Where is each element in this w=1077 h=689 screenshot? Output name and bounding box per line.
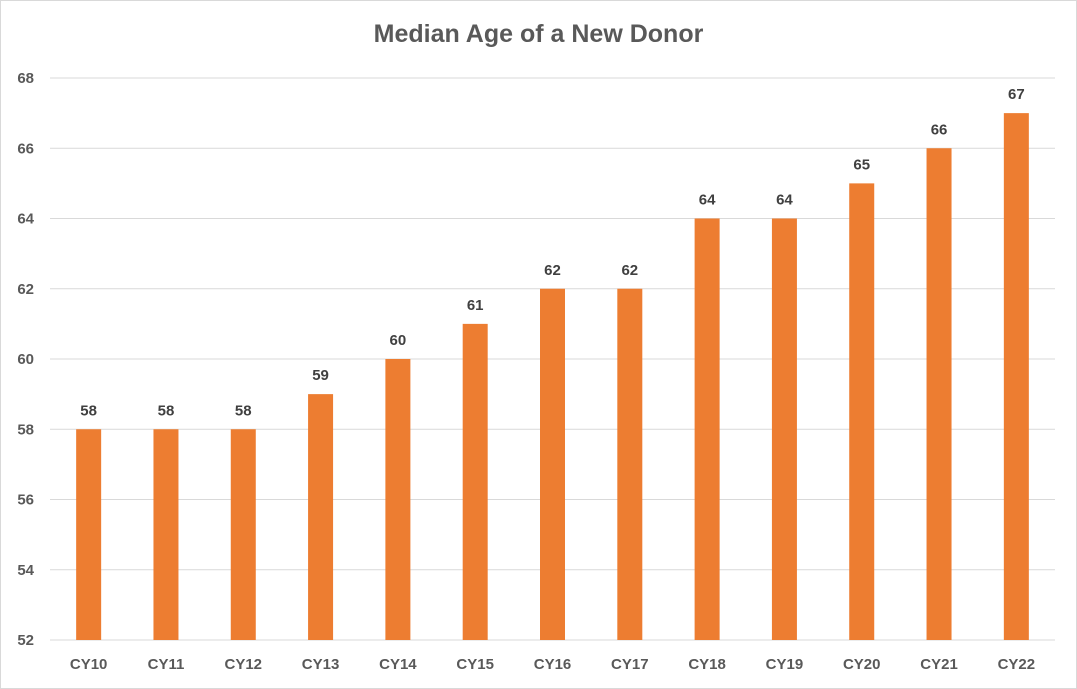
y-tick-label: 64 (17, 211, 34, 228)
data-label: 58 (158, 402, 175, 419)
bar-cy13 (308, 394, 334, 640)
data-label: 65 (853, 156, 870, 173)
x-tick-label: CY18 (688, 656, 726, 673)
y-tick-label: 58 (17, 421, 34, 438)
data-label: 58 (80, 402, 97, 419)
bar-cy10 (76, 429, 102, 640)
x-tick-label: CY14 (379, 656, 417, 673)
y-tick-label: 62 (17, 281, 34, 298)
y-tick-label: 60 (17, 351, 34, 368)
x-tick-label: CY15 (456, 656, 494, 673)
bar-cy18 (694, 218, 720, 640)
y-axis-ticks: 52 54 56 58 60 62 64 66 68 (17, 70, 34, 649)
data-label: 59 (312, 367, 329, 384)
data-label: 64 (699, 192, 716, 209)
data-label: 66 (931, 121, 948, 138)
y-tick-label: 54 (17, 562, 34, 579)
data-label: 58 (235, 402, 252, 419)
bar-cy11 (153, 429, 179, 640)
y-tick-label: 66 (17, 140, 34, 157)
x-tick-label: CY10 (70, 656, 108, 673)
data-label: 60 (390, 332, 407, 349)
x-tick-label: CY17 (611, 656, 649, 673)
x-tick-label: CY21 (920, 656, 958, 673)
bar-cy19 (771, 218, 797, 640)
x-tick-label: CY11 (148, 656, 185, 673)
x-tick-label: CY13 (302, 656, 340, 673)
data-label: 62 (621, 262, 638, 279)
data-labels: 58 58 58 59 60 61 62 62 64 64 65 66 67 (80, 86, 1024, 419)
x-tick-label: CY20 (843, 656, 881, 673)
data-label: 64 (776, 192, 793, 209)
x-tick-label: CY12 (225, 656, 263, 673)
bar-cy14 (385, 359, 411, 640)
bar-cy21 (926, 148, 952, 640)
bars (76, 113, 1029, 640)
data-label: 62 (544, 262, 561, 279)
bar-cy17 (617, 288, 643, 640)
y-tick-label: 68 (17, 70, 34, 87)
y-tick-label: 52 (17, 632, 34, 649)
bar-cy12 (230, 429, 256, 640)
x-axis-ticks: CY10 CY11 CY12 CY13 CY14 CY15 CY16 CY17 CY18 CY19… (70, 656, 1035, 673)
bar-cy16 (540, 288, 565, 640)
x-tick-label: CY19 (766, 656, 804, 673)
bar-cy22 (1003, 113, 1029, 640)
data-label: 61 (467, 297, 484, 314)
x-tick-label: CY16 (534, 656, 572, 673)
data-label: 67 (1008, 86, 1025, 103)
y-tick-label: 56 (17, 492, 34, 509)
chart-title: Median Age of a New Donor (373, 20, 704, 48)
x-tick-label: CY22 (998, 656, 1036, 673)
bar-cy15 (462, 323, 488, 640)
bar-cy20 (849, 183, 875, 640)
